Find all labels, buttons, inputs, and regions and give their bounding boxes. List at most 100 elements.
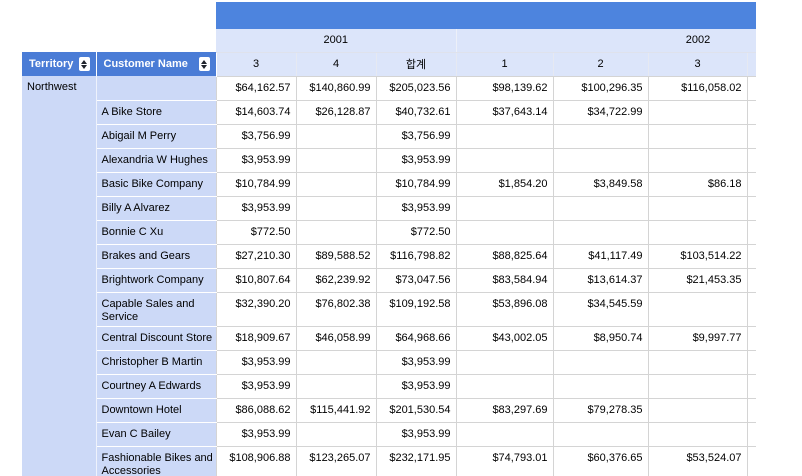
value-cell: $205,023.56: [376, 76, 457, 101]
month-column-header: 4: [296, 51, 377, 77]
value-cell: $116,058.02: [648, 76, 748, 101]
customer-name-cell: Courtney A Edwards: [96, 374, 217, 399]
value-cell: $43,002.05: [456, 326, 554, 351]
value-cell-clipped: [747, 422, 756, 447]
value-cell-clipped: [747, 446, 756, 476]
value-cell-clipped: [747, 350, 756, 375]
table-row: Christopher B Martin $3,953.99 $3,953.99: [22, 350, 756, 375]
value-cell: $3,756.99: [376, 124, 457, 149]
value-cell: $115,441.92: [296, 398, 377, 423]
value-cell: [296, 220, 377, 245]
value-cell: $3,953.99: [216, 374, 297, 399]
pivot-table: 2001 2002 Territory Customer Name: [22, 2, 756, 476]
value-cell: $73,047.56: [376, 268, 457, 293]
value-cell: [296, 172, 377, 197]
value-cell: $64,162.57: [216, 76, 297, 101]
value-cell: $88,825.64: [456, 244, 554, 269]
value-cell: $772.50: [216, 220, 297, 245]
value-cell: $3,953.99: [376, 196, 457, 221]
value-cell: [553, 148, 649, 173]
customer-name-cell: Fashionable Bikes and Accessories: [96, 446, 217, 476]
value-cell: $108,906.88: [216, 446, 297, 476]
customer-name-cell: Central Discount Store: [96, 326, 217, 351]
value-cell: $140,860.99: [296, 76, 377, 101]
customer-name-cell: Brakes and Gears: [96, 244, 217, 269]
table-row: 2001 2002: [22, 29, 756, 53]
value-cell-clipped: [747, 374, 756, 399]
value-cell: [296, 124, 377, 149]
matrix-clip-region: 2001 2002 Territory Customer Name: [22, 2, 756, 476]
sort-up-icon: [201, 59, 207, 64]
value-cell: [456, 148, 554, 173]
value-cell: $53,524.07: [648, 446, 748, 476]
table-row: Billy A Alvarez $3,953.99 $3,953.99: [22, 196, 756, 221]
value-cell: $3,953.99: [376, 374, 457, 399]
customer-name-cell: A Bike Store: [96, 100, 217, 125]
table-row: Downtown Hotel $86,088.62 $115,441.92 $2…: [22, 398, 756, 423]
month-column-header-clipped: [747, 51, 756, 77]
value-cell: [648, 220, 748, 245]
value-cell: $89,588.52: [296, 244, 377, 269]
value-cell: $3,756.99: [216, 124, 297, 149]
value-cell-clipped: [747, 220, 756, 245]
value-cell: $103,514.22: [648, 244, 748, 269]
value-cell: $60,376.65: [553, 446, 649, 476]
value-cell: [553, 220, 649, 245]
value-cell: $32,390.20: [216, 292, 297, 327]
value-cell: $98,139.62: [456, 76, 554, 101]
table-row: Basic Bike Company $10,784.99 $10,784.99…: [22, 172, 756, 197]
table-row: Fashionable Bikes and Accessories $108,9…: [22, 446, 756, 476]
value-cell: $74,793.01: [456, 446, 554, 476]
value-cell: $21,453.35: [648, 268, 748, 293]
value-cell-clipped: [747, 196, 756, 221]
value-cell: [553, 196, 649, 221]
value-cell: [648, 398, 748, 423]
value-cell: [296, 350, 377, 375]
value-cell: $83,584.94: [456, 268, 554, 293]
customer-name-cell: Evan C Bailey: [96, 422, 217, 447]
table-row: Territory Customer Name: [22, 51, 756, 77]
value-cell-clipped: [747, 100, 756, 125]
value-cell: $34,722.99: [553, 100, 649, 125]
value-cell: [296, 196, 377, 221]
value-cell: [648, 350, 748, 375]
value-cell-clipped: [747, 172, 756, 197]
value-cell: [553, 422, 649, 447]
year-group-2001: 2001: [216, 29, 457, 53]
customer-name-column-header: Customer Name: [96, 52, 217, 76]
value-cell: [456, 220, 554, 245]
value-cell: [553, 124, 649, 149]
value-cell: $772.50: [376, 220, 457, 245]
value-cell: $109,192.58: [376, 292, 457, 327]
value-cell: $3,953.99: [216, 422, 297, 447]
value-cell: $37,643.14: [456, 100, 554, 125]
value-cell: $79,278.35: [553, 398, 649, 423]
value-cell-clipped: [747, 148, 756, 173]
territory-sort-button[interactable]: [78, 57, 90, 71]
territory-column-header: Territory: [22, 52, 97, 76]
value-cell: $232,171.95: [376, 446, 457, 476]
sort-up-icon: [81, 59, 87, 64]
table-row: Abigail M Perry $3,756.99 $3,756.99: [22, 124, 756, 149]
customer-name-sort-button[interactable]: [198, 57, 210, 71]
value-cell: [296, 422, 377, 447]
table-row: [22, 2, 756, 29]
value-cell: [648, 422, 748, 447]
value-cell: $3,849.58: [553, 172, 649, 197]
value-cell: [648, 124, 748, 149]
customer-name-cell: Christopher B Martin: [96, 350, 217, 375]
value-cell: $14,603.74: [216, 100, 297, 125]
value-cell: $34,545.59: [553, 292, 649, 327]
table-row: Bonnie C Xu $772.50 $772.50: [22, 220, 756, 245]
value-cell: [553, 350, 649, 375]
value-cell: $13,614.37: [553, 268, 649, 293]
customer-name-cell: Abigail M Perry: [96, 124, 217, 149]
customer-name-cell: Alexandria W Hughes: [96, 148, 217, 173]
value-cell-clipped: [747, 326, 756, 351]
customer-name-cell: Brightwork Company: [96, 268, 217, 293]
customer-name-cell: Bonnie C Xu: [96, 220, 217, 245]
value-cell: $10,807.64: [216, 268, 297, 293]
month-column-header: 3: [216, 51, 297, 77]
territory-header-label: Territory: [29, 58, 74, 70]
